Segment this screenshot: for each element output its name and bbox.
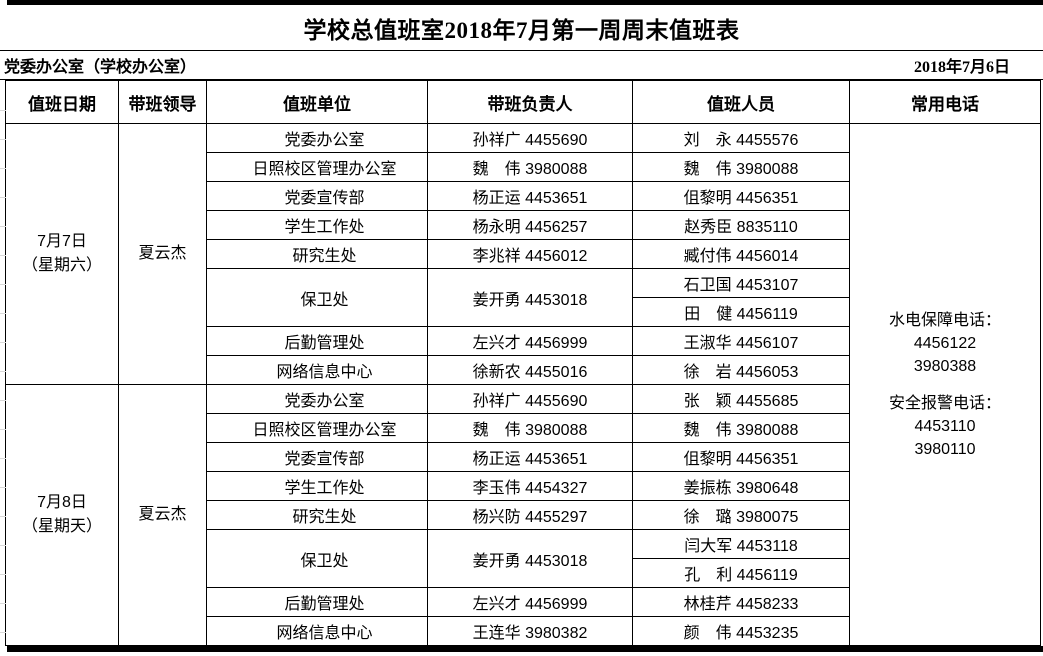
- header-unit: 值班单位: [206, 80, 428, 124]
- unit-cell: 保卫处: [206, 268, 428, 327]
- subtitle-row: 党委办公室（学校办公室） 2018年7月6日: [0, 51, 1043, 80]
- manager-cell: 孙祥广 4455690: [427, 384, 633, 414]
- duty-weekday: （星期六）: [21, 257, 102, 274]
- manager-cell: 孙祥广 4455690: [427, 123, 633, 153]
- top-border-bar: [7, 0, 1043, 5]
- unit-cell: 党委宣传部: [206, 181, 428, 211]
- manager-cell: 姜开勇 4453018: [427, 268, 633, 327]
- spreadsheet-gridline-strip: [0, 82, 6, 656]
- manager-cell: 左兴才 4456999: [427, 587, 633, 617]
- table-row: 学生工作处 李玉伟 4454327 姜振栋 3980648: [6, 471, 1041, 501]
- unit-cell: 网络信息中心: [206, 616, 428, 646]
- manager-cell: 李玉伟 4454327: [427, 471, 633, 501]
- duty-date-cell: 7月8日 （星期天）: [5, 384, 119, 646]
- duty-weekday: （星期天）: [21, 518, 102, 535]
- header-phones: 常用电话: [849, 80, 1041, 124]
- header-staff: 值班人员: [632, 80, 850, 124]
- unit-cell: 学生工作处: [206, 471, 428, 501]
- duty-table: 值班日期 带班领导 值班单位 带班负责人 值班人员 常用电话 7月7日 （星期六…: [5, 80, 1041, 646]
- manager-cell: 杨永明 4456257: [427, 210, 633, 240]
- table-row: 7月8日 （星期天） 夏云杰 党委办公室 孙祥广 4455690 张 颖 445…: [5, 384, 1041, 646]
- table-row: 学生工作处 杨永明 4456257 赵秀臣 8835110: [6, 210, 1041, 240]
- issue-date: 2018年7月6日: [913, 59, 1010, 76]
- table-row: 日照校区管理办公室 魏 伟 3980088 魏 伟 3980088: [6, 152, 1041, 182]
- table-row: 网络信息中心 徐新农 4455016 徐 岩 4456053: [6, 355, 1041, 385]
- unit-cell: 保卫处: [206, 529, 428, 588]
- table-row: 研究生处 李兆祥 4456012 臧付伟 4456014: [6, 239, 1041, 269]
- utility-phone-number: 4456122: [913, 334, 977, 352]
- staff-cell: 孔 利 4456119: [632, 558, 850, 588]
- unit-cell: 日照校区管理办公室: [206, 152, 428, 182]
- leader-cell: 夏云杰: [118, 384, 207, 646]
- header-date: 值班日期: [5, 80, 119, 124]
- unit-cell: 党委办公室: [206, 123, 428, 153]
- issuing-office: 党委办公室（学校办公室）: [4, 59, 197, 76]
- unit-cell: 日照校区管理办公室: [206, 413, 428, 443]
- table-row: 党委宣传部 杨正运 4453651 伹黎明 4456351: [6, 442, 1041, 472]
- staff-cell: 伹黎明 4456351: [632, 181, 850, 211]
- bottom-border-bar: [7, 646, 1043, 652]
- table-row: 党委宣传部 杨正运 4453651 伹黎明 4456351: [6, 181, 1041, 211]
- header-leader: 带班领导: [118, 80, 207, 124]
- unit-cell: 网络信息中心: [206, 355, 428, 385]
- unit-cell: 研究生处: [206, 239, 428, 269]
- staff-cell: 魏 伟 3980088: [632, 413, 850, 443]
- unit-cell: 学生工作处: [206, 210, 428, 240]
- table-row: 保卫处 姜开勇 4453018 石卫国 4453107: [6, 268, 1041, 327]
- duty-date: 7月8日: [37, 494, 87, 511]
- manager-cell: 徐新农 4455016: [427, 355, 633, 385]
- manager-cell: 王连华 3980382: [427, 616, 633, 646]
- header-manager: 带班负责人: [427, 80, 633, 124]
- table-row: 保卫处 姜开勇 4453018 闫大军 4453118: [6, 529, 1041, 588]
- table-row: 研究生处 杨兴防 4455297 徐 璐 3980075: [6, 500, 1041, 530]
- duty-date-cell: 7月7日 （星期六）: [5, 123, 119, 385]
- manager-cell: 杨兴防 4455297: [427, 500, 633, 530]
- page-title: 学校总值班室2018年7月第一周周末值班表: [303, 17, 740, 43]
- unit-cell: 后勤管理处: [206, 587, 428, 617]
- header-row: 值班日期 带班领导 值班单位 带班负责人 值班人员 常用电话: [5, 80, 1041, 124]
- staff-cell: 赵秀臣 8835110: [632, 210, 850, 240]
- manager-cell: 左兴才 4456999: [427, 326, 633, 356]
- security-phone-group: 安全报警电话： 4453110 3980110: [851, 392, 1040, 461]
- staff-cell: 田 健 4456119: [632, 297, 850, 327]
- duty-date: 7月7日: [37, 233, 87, 250]
- security-phone-number: 4453110: [914, 417, 976, 435]
- table-row: 7月7日 （星期六） 夏云杰 党委办公室 孙祥广 4455690 刘 永 445…: [5, 123, 1041, 646]
- staff-cell: 石卫国 4453107: [632, 268, 850, 298]
- unit-cell: 后勤管理处: [206, 326, 428, 356]
- staff-cell: 伹黎明 4456351: [632, 442, 850, 472]
- manager-cell: 杨正运 4453651: [427, 181, 633, 211]
- utility-phone-number: 3980388: [913, 357, 977, 375]
- title-row: 学校总值班室2018年7月第一周周末值班表: [0, 5, 1043, 51]
- utility-phone-group: 水电保障电话： 4456122 3980388: [851, 309, 1040, 378]
- utility-phone-label: 水电保障电话：: [888, 311, 1001, 329]
- staff-cell: 姜振栋 3980648: [632, 471, 850, 501]
- table-row: 网络信息中心 王连华 3980382 颜 伟 4453235: [6, 616, 1041, 646]
- staff-cell: 颜 伟 4453235: [632, 616, 850, 646]
- security-phone-label: 安全报警电话：: [888, 394, 1001, 412]
- manager-cell: 魏 伟 3980088: [427, 413, 633, 443]
- staff-cell: 闫大军 4453118: [632, 529, 850, 559]
- staff-cell: 王淑华 4456107: [632, 326, 850, 356]
- manager-cell: 姜开勇 4453018: [427, 529, 633, 588]
- security-phone-number: 3980110: [914, 440, 976, 458]
- unit-cell: 研究生处: [206, 500, 428, 530]
- staff-cell: 刘 永 4455576: [632, 123, 850, 153]
- common-phones-cell: 水电保障电话： 4456122 3980388 安全报警电话： 4453110 …: [849, 123, 1041, 646]
- table-row: 孔 利 4456119: [6, 558, 1041, 588]
- staff-cell: 魏 伟 3980088: [632, 152, 850, 182]
- unit-cell: 党委宣传部: [206, 442, 428, 472]
- staff-cell: 臧付伟 4456014: [632, 239, 850, 269]
- manager-cell: 魏 伟 3980088: [427, 152, 633, 182]
- table-row: 田 健 4456119: [6, 297, 1041, 327]
- manager-cell: 杨正运 4453651: [427, 442, 633, 472]
- staff-cell: 徐 璐 3980075: [632, 500, 850, 530]
- staff-cell: 徐 岩 4456053: [632, 355, 850, 385]
- leader-cell: 夏云杰: [118, 123, 207, 385]
- staff-cell: 林桂芹 4458233: [632, 587, 850, 617]
- manager-cell: 李兆祥 4456012: [427, 239, 633, 269]
- staff-cell: 张 颖 4455685: [632, 384, 850, 414]
- unit-cell: 党委办公室: [206, 384, 428, 414]
